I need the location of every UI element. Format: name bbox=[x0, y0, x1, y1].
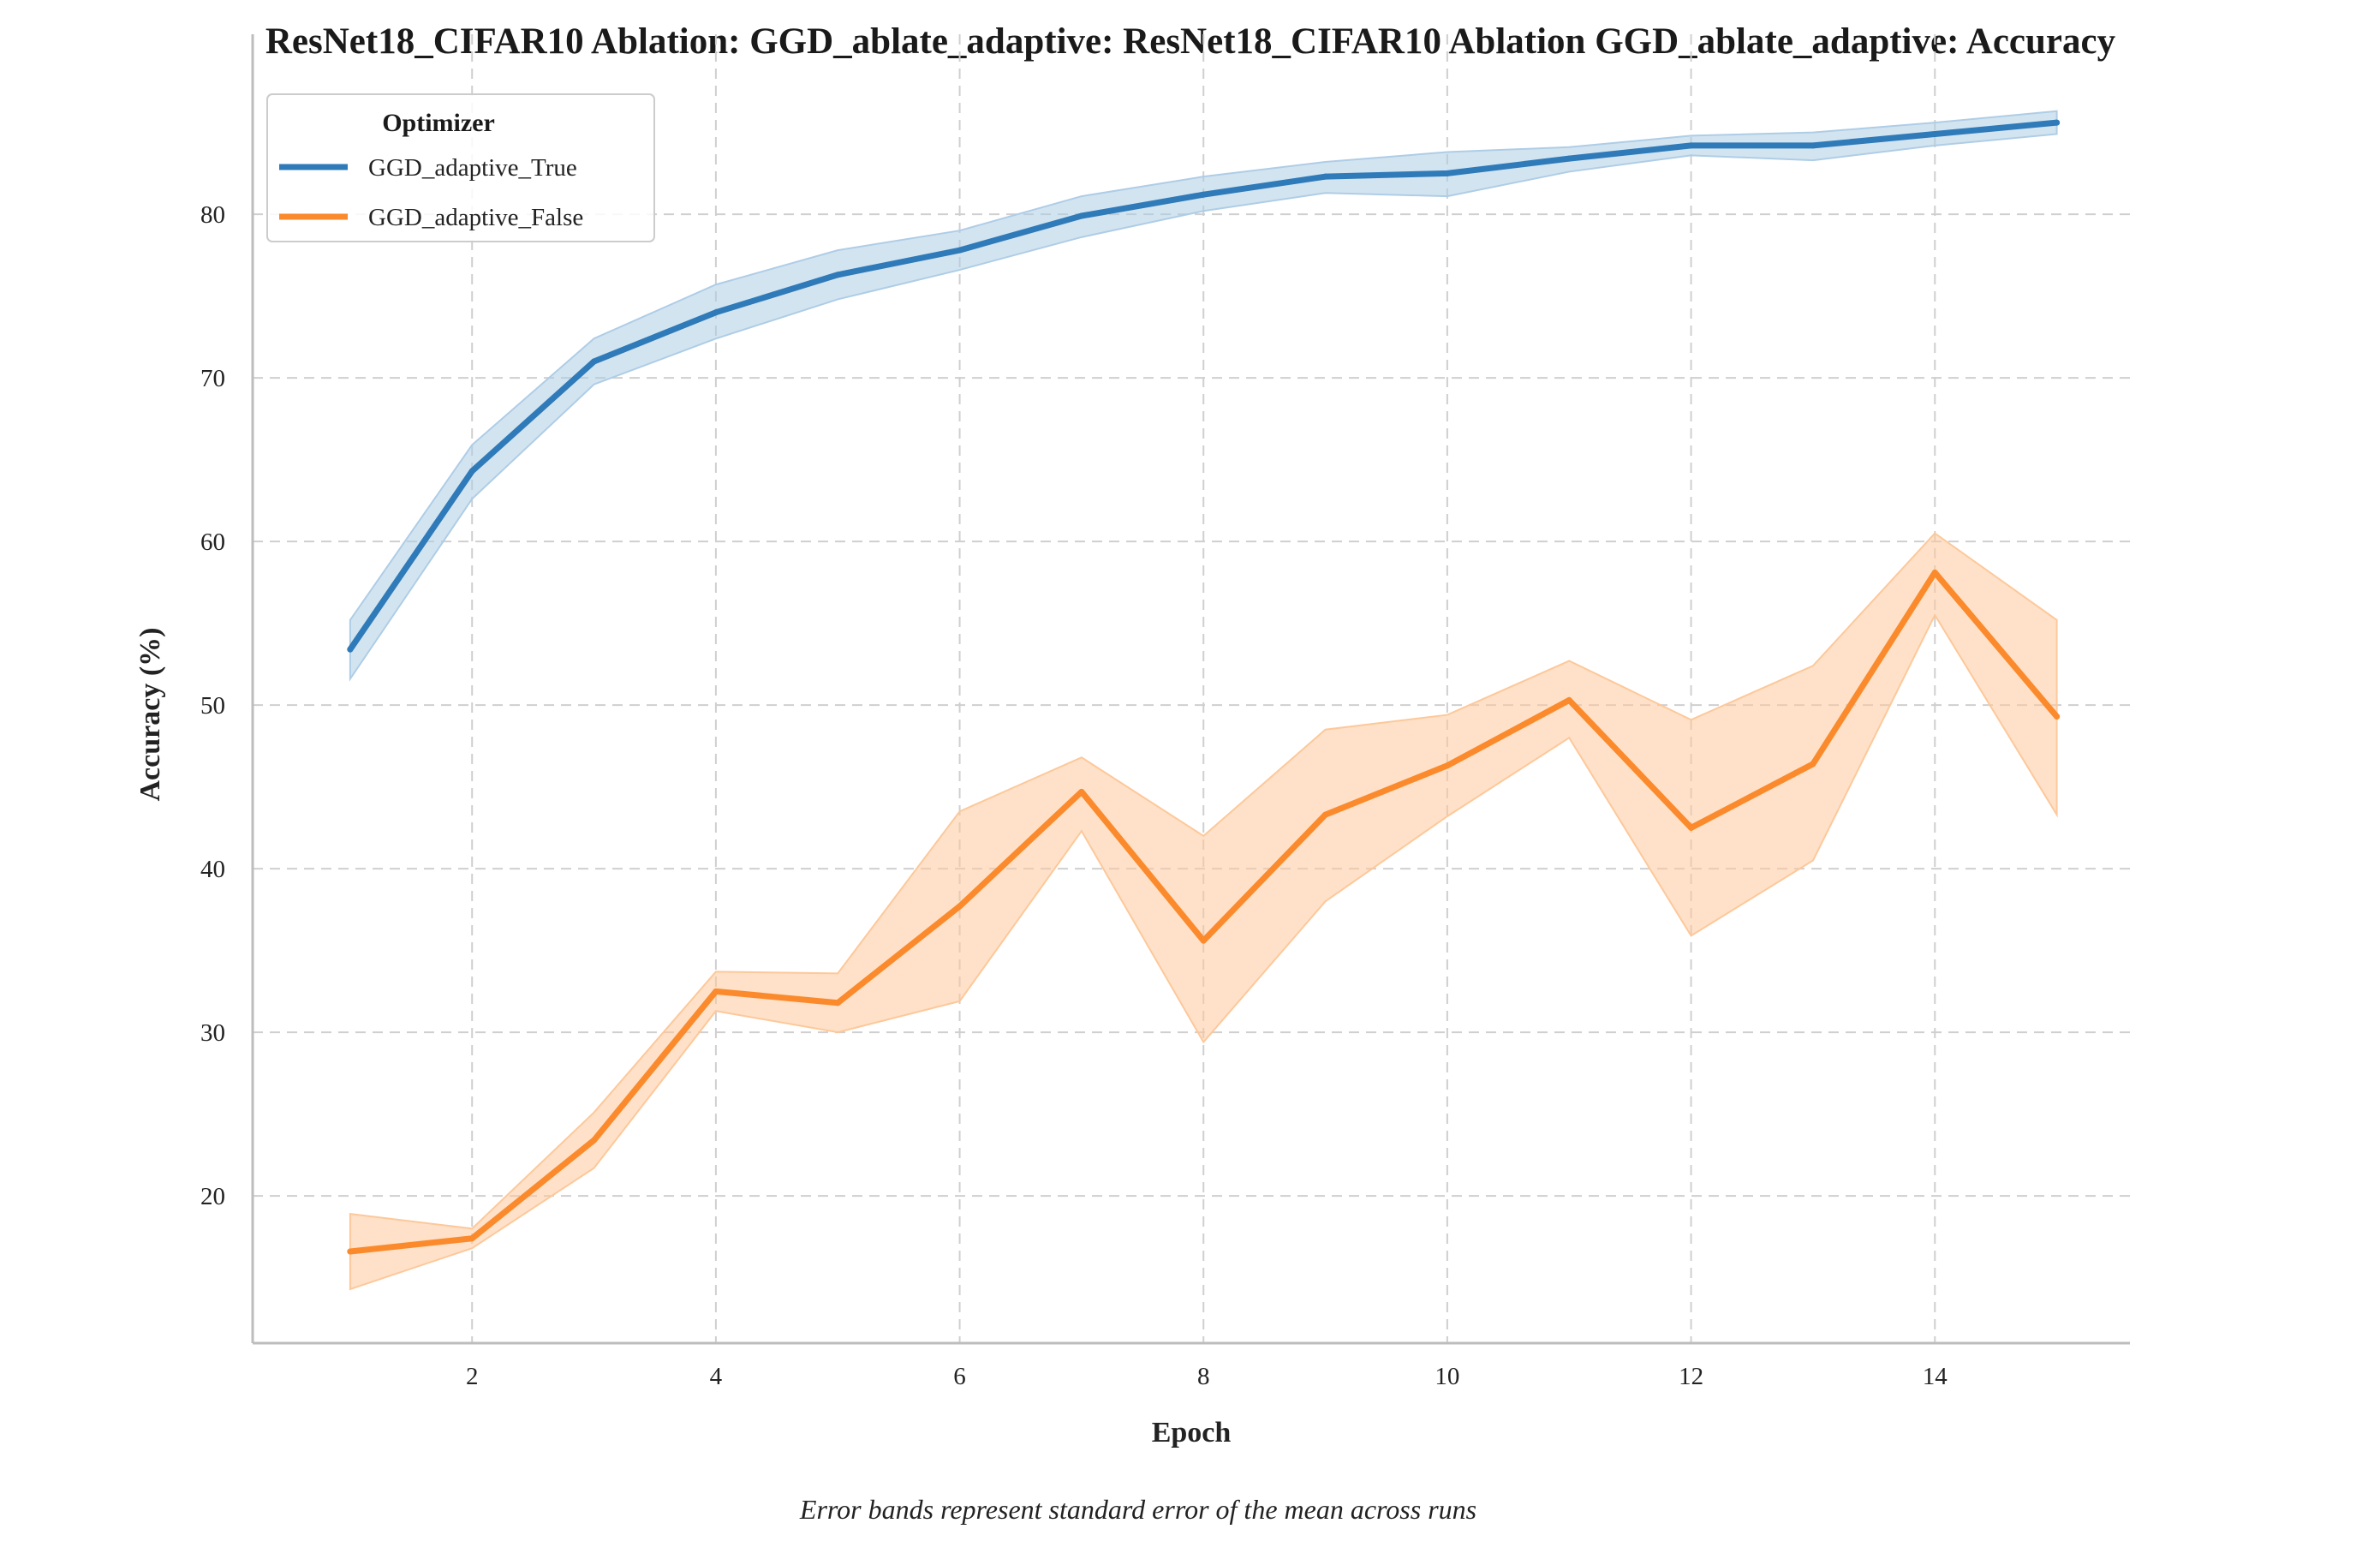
x-tick-label: 10 bbox=[1435, 1363, 1459, 1390]
data-point-GGD_adaptive_False-2 bbox=[468, 1235, 475, 1242]
series-lines bbox=[347, 119, 2061, 1255]
grid-lines bbox=[253, 34, 2130, 1343]
data-point-GGD_adaptive_False-14 bbox=[1931, 569, 1938, 576]
data-point-GGD_adaptive_False-12 bbox=[1688, 824, 1695, 831]
error-bands bbox=[349, 110, 2058, 1291]
data-point-GGD_adaptive_False-11 bbox=[1566, 696, 1572, 703]
data-point-GGD_adaptive_True-15 bbox=[2054, 119, 2061, 126]
data-point-GGD_adaptive_True-12 bbox=[1688, 142, 1695, 149]
x-tick-labels: 2 4 6 8 10 12 14 bbox=[466, 1363, 1948, 1390]
y-tick-label: 70 bbox=[200, 365, 225, 392]
data-point-GGD_adaptive_False-9 bbox=[1322, 811, 1329, 818]
data-point-GGD_adaptive_False-10 bbox=[1444, 762, 1451, 769]
data-point-GGD_adaptive_False-4 bbox=[713, 988, 719, 994]
x-tick-label: 6 bbox=[953, 1363, 966, 1390]
legend: Optimizer GGD_adaptive_TrueGGD_adaptive_… bbox=[266, 93, 655, 242]
x-tick-label: 14 bbox=[1923, 1363, 1948, 1390]
x-tick-label: 8 bbox=[1197, 1363, 1210, 1390]
data-point-GGD_adaptive_True-13 bbox=[1810, 142, 1816, 149]
y-tick-labels: 20 30 40 50 60 70 80 bbox=[200, 201, 225, 1210]
x-axis-label: Epoch bbox=[1152, 1417, 1232, 1448]
data-point-GGD_adaptive_True-7 bbox=[1078, 212, 1085, 219]
y-tick-label: 20 bbox=[200, 1183, 225, 1210]
data-point-GGD_adaptive_True-9 bbox=[1322, 173, 1329, 180]
y-tick-label: 30 bbox=[200, 1019, 225, 1047]
data-point-GGD_adaptive_True-2 bbox=[468, 468, 475, 475]
data-point-GGD_adaptive_True-11 bbox=[1566, 155, 1572, 162]
legend-box bbox=[266, 93, 655, 242]
data-point-GGD_adaptive_True-10 bbox=[1444, 170, 1451, 176]
data-point-GGD_adaptive_False-8 bbox=[1200, 937, 1207, 944]
data-point-GGD_adaptive_True-1 bbox=[347, 646, 354, 653]
data-point-GGD_adaptive_True-3 bbox=[591, 358, 598, 365]
legend-title: Optimizer bbox=[382, 109, 495, 137]
data-point-GGD_adaptive_False-7 bbox=[1078, 788, 1085, 795]
x-tick-label: 12 bbox=[1679, 1363, 1703, 1390]
x-tick-label: 2 bbox=[466, 1363, 479, 1390]
y-tick-label: 60 bbox=[200, 529, 225, 556]
y-tick-label: 50 bbox=[200, 692, 225, 720]
legend-label: GGD_adaptive_True bbox=[368, 154, 577, 182]
chart-title: ResNet18_CIFAR10 Ablation: GGD_ablate_ad… bbox=[265, 21, 2116, 62]
data-point-GGD_adaptive_False-15 bbox=[2054, 713, 2061, 720]
y-tick-label: 80 bbox=[200, 201, 225, 229]
data-point-GGD_adaptive_False-1 bbox=[347, 1248, 354, 1255]
data-point-GGD_adaptive_False-5 bbox=[834, 1000, 841, 1006]
data-point-GGD_adaptive_True-8 bbox=[1200, 191, 1207, 198]
y-tick-label: 40 bbox=[200, 856, 225, 883]
legend-entries: GGD_adaptive_True GGD_adaptive_False bbox=[279, 154, 583, 231]
data-point-GGD_adaptive_True-5 bbox=[834, 272, 841, 278]
data-point-GGD_adaptive_True-4 bbox=[713, 309, 719, 316]
error-band-GGD_adaptive_True bbox=[349, 110, 2058, 682]
data-point-GGD_adaptive_False-6 bbox=[957, 903, 963, 910]
data-point-GGD_adaptive_False-13 bbox=[1810, 761, 1816, 768]
y-axis-label: Accuracy (%) bbox=[134, 628, 166, 802]
x-tick-label: 4 bbox=[710, 1363, 723, 1390]
data-point-GGD_adaptive_False-3 bbox=[591, 1137, 598, 1144]
data-point-GGD_adaptive_True-14 bbox=[1931, 131, 1938, 138]
legend-label: GGD_adaptive_False bbox=[368, 204, 583, 231]
chart-caption: Error bands represent standard error of … bbox=[799, 1494, 1476, 1525]
error-band-GGD_adaptive_False bbox=[349, 532, 2058, 1291]
data-point-GGD_adaptive_True-6 bbox=[957, 247, 963, 254]
